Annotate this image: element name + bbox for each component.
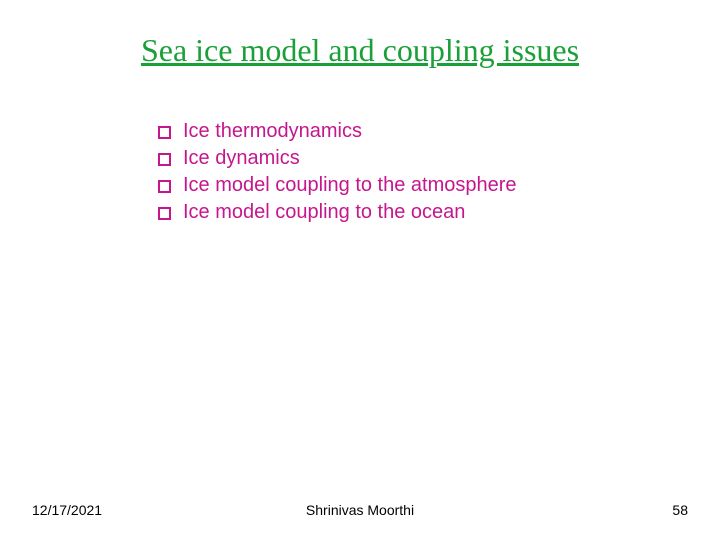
bullet-list: Ice thermodynamicsIce dynamicsIce model … xyxy=(158,118,517,226)
bullet-text: Ice model coupling to the atmosphere xyxy=(183,172,517,199)
bullet-item: Ice dynamics xyxy=(158,145,517,172)
bullet-item: Ice model coupling to the ocean xyxy=(158,199,517,226)
square-bullet-icon xyxy=(158,126,171,139)
bullet-text: Ice thermodynamics xyxy=(183,118,362,145)
slide: Sea ice model and coupling issues Ice th… xyxy=(0,0,720,540)
footer-author: Shrinivas Moorthi xyxy=(0,502,720,518)
bullet-item: Ice thermodynamics xyxy=(158,118,517,145)
bullet-item: Ice model coupling to the atmosphere xyxy=(158,172,517,199)
bullet-text: Ice model coupling to the ocean xyxy=(183,199,465,226)
footer-page-number: 58 xyxy=(672,502,688,518)
bullet-text: Ice dynamics xyxy=(183,145,300,172)
square-bullet-icon xyxy=(158,180,171,193)
square-bullet-icon xyxy=(158,153,171,166)
slide-title: Sea ice model and coupling issues xyxy=(0,32,720,69)
square-bullet-icon xyxy=(158,207,171,220)
